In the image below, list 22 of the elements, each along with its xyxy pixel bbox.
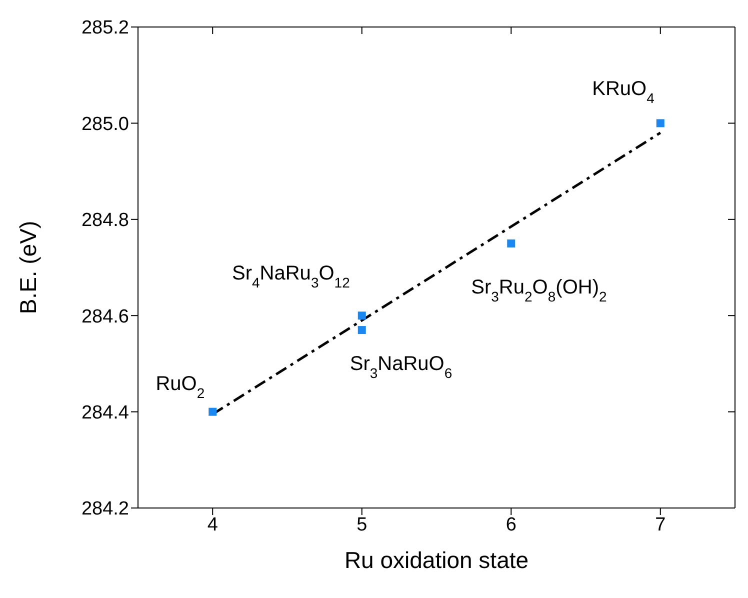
y-axis-title: B.E. (eV): [15, 220, 42, 314]
formula-label: Sr$_{4}$NaRu$_{3}$O$_{12}$: [232, 262, 350, 291]
point: [358, 312, 366, 320]
formula-label: Sr$_{3}$Ru$_{2}$O$_{8}$(OH)$_{2}$: [471, 276, 607, 304]
x-tick-label: 7: [655, 514, 666, 536]
point: [208, 408, 217, 416]
x-tick-label: 4: [207, 514, 218, 536]
point: [507, 239, 516, 248]
y-tick-label: 285.0: [81, 114, 129, 135]
point: [656, 119, 664, 128]
y-tick-label: 284.6: [81, 306, 129, 328]
x-tick-label: 6: [506, 514, 516, 536]
formula-label: Sr$_{3}$NaRuO$_{6}$: [350, 353, 452, 382]
formula-label: KRuO$_{4}$: [592, 78, 654, 106]
x-axis-title: Ru oxidation state: [344, 547, 529, 573]
y-tick-label: 284.4: [81, 402, 130, 424]
y-tick-label: 285.2: [81, 18, 129, 39]
x-tick-label: 5: [356, 514, 368, 536]
y-tick-label: 284.2: [81, 498, 129, 520]
formula-label: RuO$_{2}$: [156, 372, 205, 401]
point: [358, 326, 366, 334]
y-tick-label: 284.8: [81, 210, 129, 232]
